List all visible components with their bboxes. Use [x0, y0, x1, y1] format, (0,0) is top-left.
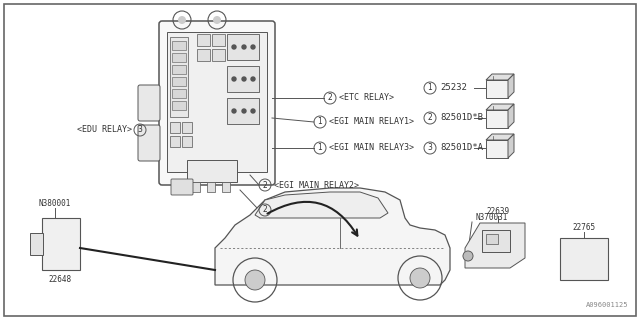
Bar — [30, 233, 43, 255]
Text: 1: 1 — [317, 117, 323, 126]
Bar — [227, 66, 259, 92]
Bar — [197, 34, 210, 46]
Circle shape — [410, 268, 430, 288]
Circle shape — [242, 109, 246, 113]
Bar — [172, 65, 186, 74]
Text: <EDU RELAY>: <EDU RELAY> — [77, 125, 132, 134]
Circle shape — [251, 45, 255, 49]
Text: 3: 3 — [428, 143, 433, 153]
Bar — [212, 34, 225, 46]
Text: 1: 1 — [317, 143, 323, 153]
Text: N380001: N380001 — [39, 199, 71, 208]
Text: 25232: 25232 — [440, 84, 467, 92]
Polygon shape — [508, 74, 514, 98]
Text: N370031: N370031 — [475, 213, 508, 222]
Bar — [182, 122, 192, 133]
Text: 3: 3 — [138, 125, 143, 134]
FancyArrowPatch shape — [268, 202, 357, 236]
Circle shape — [251, 77, 255, 81]
Text: 22648: 22648 — [49, 275, 72, 284]
Text: A096001125: A096001125 — [586, 302, 628, 308]
Bar — [197, 49, 210, 61]
Polygon shape — [486, 134, 514, 140]
Text: <FUEL PUMP RELAY>: <FUEL PUMP RELAY> — [274, 205, 359, 214]
Bar — [172, 77, 186, 86]
FancyBboxPatch shape — [138, 85, 160, 121]
Circle shape — [245, 270, 265, 290]
Text: <EGI MAIN RELAY1>: <EGI MAIN RELAY1> — [329, 117, 414, 126]
Bar — [170, 37, 188, 117]
Bar — [172, 53, 186, 62]
Polygon shape — [508, 104, 514, 128]
Circle shape — [242, 45, 246, 49]
Circle shape — [463, 251, 473, 261]
Circle shape — [213, 16, 221, 24]
Bar — [486, 140, 508, 158]
Bar — [222, 182, 230, 192]
Circle shape — [251, 109, 255, 113]
Bar — [192, 182, 200, 192]
Text: <ETC RELAY>: <ETC RELAY> — [339, 93, 394, 102]
Bar — [227, 34, 259, 60]
Circle shape — [242, 77, 246, 81]
Bar — [486, 234, 498, 244]
Circle shape — [232, 109, 236, 113]
Text: 1: 1 — [428, 84, 433, 92]
Bar — [182, 136, 192, 147]
Polygon shape — [465, 223, 525, 268]
Bar — [42, 218, 80, 270]
Text: <EGI MAIN RELAY3>: <EGI MAIN RELAY3> — [329, 143, 414, 153]
Polygon shape — [255, 192, 388, 218]
Bar — [170, 122, 180, 133]
Bar — [482, 230, 510, 252]
Bar — [172, 101, 186, 110]
Bar — [486, 110, 508, 128]
Text: 82501D*A: 82501D*A — [440, 143, 483, 153]
Bar — [227, 98, 259, 124]
Bar — [170, 136, 180, 147]
Polygon shape — [486, 74, 514, 80]
Polygon shape — [215, 188, 450, 285]
Circle shape — [232, 45, 236, 49]
Text: 2: 2 — [262, 205, 268, 214]
Bar — [172, 41, 186, 50]
Circle shape — [178, 16, 186, 24]
Bar — [560, 238, 608, 280]
Bar — [187, 160, 237, 182]
Bar — [167, 32, 267, 172]
Bar — [212, 49, 225, 61]
Bar — [172, 89, 186, 98]
Bar — [207, 182, 215, 192]
Text: 2: 2 — [262, 180, 268, 189]
Text: 2: 2 — [428, 114, 433, 123]
Polygon shape — [486, 104, 514, 110]
FancyBboxPatch shape — [159, 21, 275, 185]
FancyBboxPatch shape — [171, 179, 193, 195]
Text: <EGI MAIN RELAY2>: <EGI MAIN RELAY2> — [274, 180, 359, 189]
Polygon shape — [508, 134, 514, 158]
Circle shape — [232, 77, 236, 81]
Text: 82501D*B: 82501D*B — [440, 114, 483, 123]
Text: 2: 2 — [328, 93, 332, 102]
Bar — [486, 80, 508, 98]
Text: 22765: 22765 — [572, 223, 596, 232]
FancyBboxPatch shape — [138, 125, 160, 161]
Text: 22639: 22639 — [486, 207, 509, 216]
